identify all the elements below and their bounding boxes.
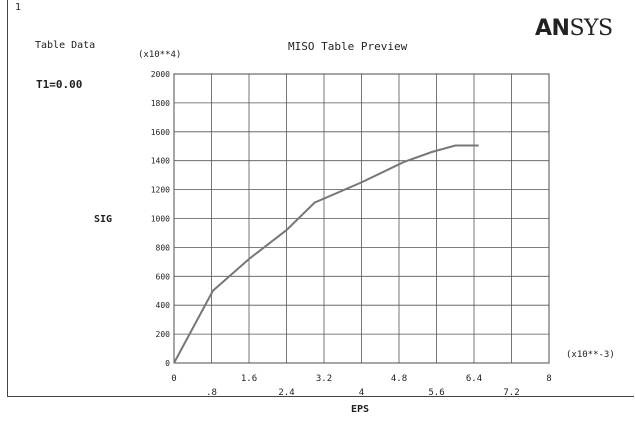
y-tick-label: 1200 [151,186,170,195]
y-tick-label: 600 [156,272,171,281]
y-tick-label: 1400 [151,157,170,166]
x-tick-label: 6.4 [466,374,482,384]
window-number: 1 [15,2,22,13]
x-tick-label: 0 [171,374,176,384]
y-tick-label: 1600 [151,128,170,137]
y-multiplier-label: (x10**4) [138,50,181,60]
logo-part-an: AN [535,16,570,41]
graphics-window-frame [7,0,634,397]
x-tick-label: 2.4 [278,388,294,398]
x-tick-label: 3.2 [316,374,332,384]
series-layer [173,144,479,364]
temperature-label: T1=0.00 [36,78,83,91]
x-tick-label: .8 [206,388,217,398]
table-data-label: Table Data [35,40,96,51]
x-tick-label: 5.6 [428,388,444,398]
x-tick-label: 4.8 [391,374,407,384]
x-tick-label: 8 [546,374,551,384]
y-tick-label: 1000 [151,215,170,224]
logo-part-sys: SYS [569,16,613,41]
x-tick-label: 1.6 [241,374,257,384]
x-tick-label: 7.2 [503,388,519,398]
ansys-logo: ANSYS [535,16,613,41]
y-tick-label: 800 [156,243,171,252]
tick-layer: 0 .8 1.6 2.4 3.2 4 4.8 5.6 6.4 7.2 8 0 200 400 600 800 1… [151,70,552,398]
series-line [173,144,479,364]
y-tick-label: 0 [165,359,170,368]
grid-layer [173,73,550,364]
x-tick-label: 4 [359,388,364,398]
y-tick-label: 400 [156,301,171,310]
y-axis-label: SIG [94,214,112,225]
x-axis-label: EPS [351,404,369,415]
y-tick-label: 2000 [151,70,170,79]
chart-title: MISO Table Preview [288,40,408,53]
x-multiplier-label: (x10**-3) [566,350,615,360]
y-tick-label: 1800 [151,99,170,108]
y-tick-label: 200 [156,330,171,339]
